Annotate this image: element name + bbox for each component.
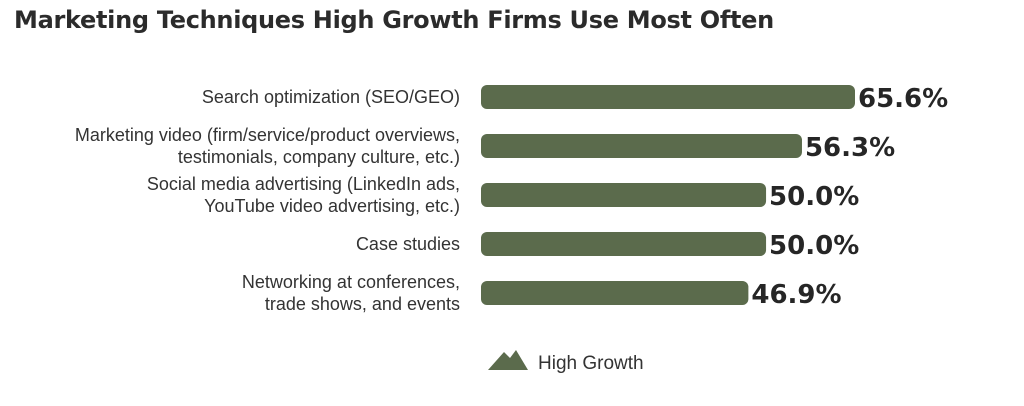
bar-3: [481, 183, 767, 207]
category-label-4: Case studies: [356, 234, 460, 254]
value-label-4: 50.0%: [769, 231, 859, 261]
category-label-2-line-2: testimonials, company culture, etc.): [178, 147, 460, 167]
category-label-2-line-1: Marketing video (firm/service/product ov…: [75, 125, 460, 145]
chart-title: Marketing Techniques High Growth Firms U…: [14, 6, 774, 34]
value-label-3: 50.0%: [769, 182, 859, 212]
legend: High Growth: [488, 350, 644, 374]
bar-1: [481, 85, 855, 109]
value-label-5: 46.9%: [751, 280, 841, 310]
value-labels: 65.6% 56.3% 50.0% 50.0% 46.9%: [751, 84, 948, 310]
value-label-1: 65.6%: [858, 84, 948, 114]
category-label-5-line-1: Networking at conferences,: [242, 272, 460, 292]
category-label-3-line-1: Social media advertising (LinkedIn ads,: [147, 174, 460, 194]
category-labels: Search optimization (SEO/GEO) Marketing v…: [75, 87, 460, 314]
mountain-icon: [488, 350, 528, 370]
category-label-5-line-2: trade shows, and events: [265, 294, 460, 314]
bar-4: [481, 232, 767, 256]
bar-5: [481, 281, 749, 305]
category-label-1: Search optimization (SEO/GEO): [202, 87, 460, 107]
bar-2: [481, 134, 802, 158]
bars: [481, 85, 855, 305]
category-label-3-line-2: YouTube video advertising, etc.): [204, 196, 460, 216]
value-label-2: 56.3%: [805, 133, 895, 163]
legend-label: High Growth: [538, 353, 644, 374]
